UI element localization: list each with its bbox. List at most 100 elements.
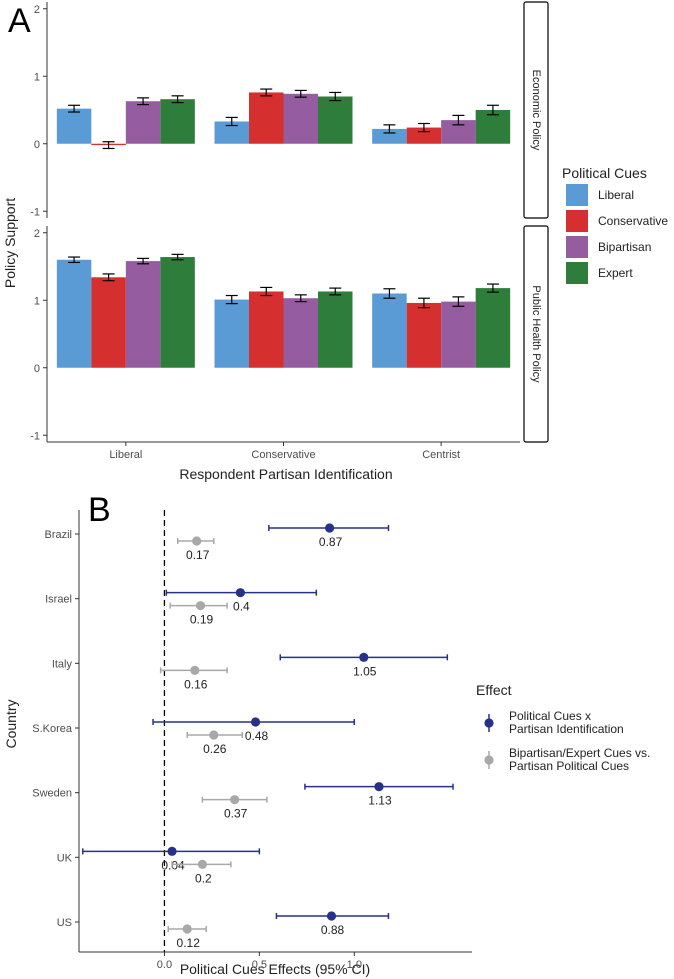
bar-economic-policy-centrist-liberal (372, 128, 407, 144)
legend-entry-expert: Expert (598, 266, 633, 280)
legend-entry-line: Political Cues x (509, 709, 591, 723)
bar-public-health-policy-liberal-conservative (91, 277, 126, 368)
x-tick-label-centrist: Centrist (422, 449, 460, 461)
bar-public-health-policy-centrist-conservative (406, 302, 442, 368)
value-label-s-korea-series-2: 0.26 (203, 742, 227, 756)
y-tick-label: 1 (34, 71, 40, 83)
legend-key-point (484, 718, 494, 728)
legend-entry-liberal: Liberal (598, 188, 634, 202)
facet-strip-label: Public Health Policy (530, 285, 542, 383)
y-tick-label: 0 (34, 363, 40, 375)
bar-public-health-policy-centrist-bipartisan (441, 301, 476, 368)
y-tick-label: 0 (34, 139, 40, 151)
country-label-s-korea: S.Korea (32, 723, 73, 735)
bar-public-health-policy-conservative-expert (318, 291, 353, 368)
value-label-sweden-series-1: 1.13 (368, 794, 392, 808)
facet-public-health-policy: -1 0 1 2 Public Health Policy (30, 225, 549, 443)
legend-entry-line: Bipartisan/Expert Cues vs. (509, 746, 650, 760)
bar-public-health-policy-conservative-conservative (249, 291, 284, 368)
point-estimate-us-series-2 (182, 924, 192, 934)
value-label-uk-series-2: 0.2 (195, 871, 212, 885)
value-label-s-korea-series-1: 0.48 (245, 729, 269, 743)
country-label-us: US (57, 917, 72, 929)
x-tick-label: 1.0 (347, 959, 362, 971)
panel-a-label: A (8, 2, 31, 40)
bar-economic-policy-liberal-expert (160, 99, 195, 144)
bar-economic-policy-centrist-conservative (406, 127, 442, 144)
facet-economic-policy: -1 0 1 2 Economic Policy (30, 1, 549, 219)
value-label-uk-series-1: 0.04 (161, 858, 185, 872)
legend-swatch-liberal (566, 184, 588, 206)
legend-swatch-expert (566, 262, 588, 284)
country-label-uk: UK (57, 852, 73, 864)
bar-economic-policy-conservative-expert (318, 96, 353, 144)
point-estimate-s-korea-series-1 (250, 717, 261, 727)
panel-a-bar-chart: -1 0 1 2 Economic Policy -1 0 1 2 Public Health P… (30, 1, 668, 461)
legend-title: Effect (476, 682, 512, 698)
legend-entry-line: Partisan Identification (509, 722, 624, 736)
facet-strip (523, 1, 549, 219)
bar-public-health-policy-liberal-expert (160, 257, 195, 368)
value-label-israel-series-2: 0.19 (190, 613, 214, 627)
bar-economic-policy-conservative-conservative (249, 92, 284, 144)
value-label-us-series-1: 0.88 (321, 923, 345, 937)
panel-b-y-axis-title: Country (3, 699, 19, 748)
value-label-brazil-series-1: 0.87 (319, 535, 343, 549)
bar-public-health-policy-liberal-bipartisan (125, 261, 161, 368)
value-label-sweden-series-2: 0.37 (224, 807, 248, 821)
legend-entry-line: Partisan Political Cues (509, 759, 629, 773)
y-tick-label: 2 (34, 228, 40, 240)
value-label-brazil-series-2: 0.17 (186, 548, 210, 562)
legend-political-cues: Political Cues Liberal Conservative Biparti… (562, 165, 668, 284)
country-label-sweden: Sweden (32, 788, 72, 800)
bar-public-health-policy-liberal-liberal (56, 259, 92, 368)
point-estimate-israel-series-2 (195, 601, 206, 611)
value-label-italy-series-1: 1.05 (353, 664, 377, 678)
bar-public-health-policy-conservative-liberal (214, 299, 249, 368)
bar-public-health-policy-centrist-liberal (372, 293, 407, 368)
value-label-us-series-2: 0.12 (177, 936, 201, 950)
legend-key-point (484, 755, 494, 765)
legend-entry-conservative: Conservative (598, 214, 668, 228)
point-estimate-italy-series-2 (190, 665, 200, 675)
legend-title: Political Cues (562, 165, 647, 181)
legend-swatch-bipartisan (566, 236, 588, 258)
point-estimate-brazil-series-2 (192, 536, 202, 546)
point-estimate-israel-series-1 (235, 588, 245, 598)
point-estimate-us-series-1 (326, 911, 337, 921)
facet-strip-label: Economic Policy (530, 70, 542, 151)
point-estimate-uk-series-1 (167, 846, 177, 856)
x-tick-label: 0.0 (157, 959, 172, 971)
x-tick-label-liberal: Liberal (109, 449, 142, 461)
y-tick-label: 1 (34, 295, 40, 307)
bar-economic-policy-liberal-bipartisan (125, 101, 161, 144)
bar-economic-policy-centrist-expert (475, 110, 511, 144)
value-label-israel-series-1: 0.4 (233, 600, 250, 614)
panel-b-effects-plot: Brazil 0.87 0.17 Israel 0.4 0.19 Italy 1.05 0.16… (32, 510, 650, 971)
country-label-israel: Israel (45, 594, 72, 606)
point-estimate-italy-series-1 (359, 652, 369, 662)
value-label-italy-series-2: 0.16 (184, 677, 208, 691)
x-tick-label: 0.5 (252, 959, 267, 971)
bar-public-health-policy-centrist-expert (475, 288, 511, 368)
bar-public-health-policy-conservative-bipartisan (283, 298, 318, 368)
legend-entry-bipartisan: Bipartisan (598, 240, 651, 254)
point-estimate-s-korea-series-2 (209, 730, 219, 740)
y-tick-label: -1 (30, 430, 40, 442)
legend-swatch-conservative (566, 210, 588, 232)
facet-strip (523, 225, 549, 443)
point-estimate-sweden-series-2 (230, 795, 240, 805)
panel-a-y-axis-title: Policy Support (2, 198, 18, 288)
bar-economic-policy-conservative-bipartisan (283, 93, 318, 144)
panel-b-label: B (88, 491, 111, 529)
panel-a-x-axis-title: Respondent Partisan Identification (179, 466, 392, 482)
bar-economic-policy-conservative-liberal (214, 121, 249, 144)
country-label-italy: Italy (52, 658, 73, 670)
point-estimate-sweden-series-1 (374, 782, 384, 792)
point-estimate-brazil-series-1 (325, 523, 335, 533)
y-tick-label: -1 (30, 206, 40, 218)
bar-economic-policy-centrist-bipartisan (441, 120, 476, 144)
bar-economic-policy-liberal-liberal (56, 108, 92, 144)
panel-b-x-axis-title: Political Cues Effects (95% CI) (180, 961, 370, 977)
y-tick-label: 2 (34, 4, 40, 16)
